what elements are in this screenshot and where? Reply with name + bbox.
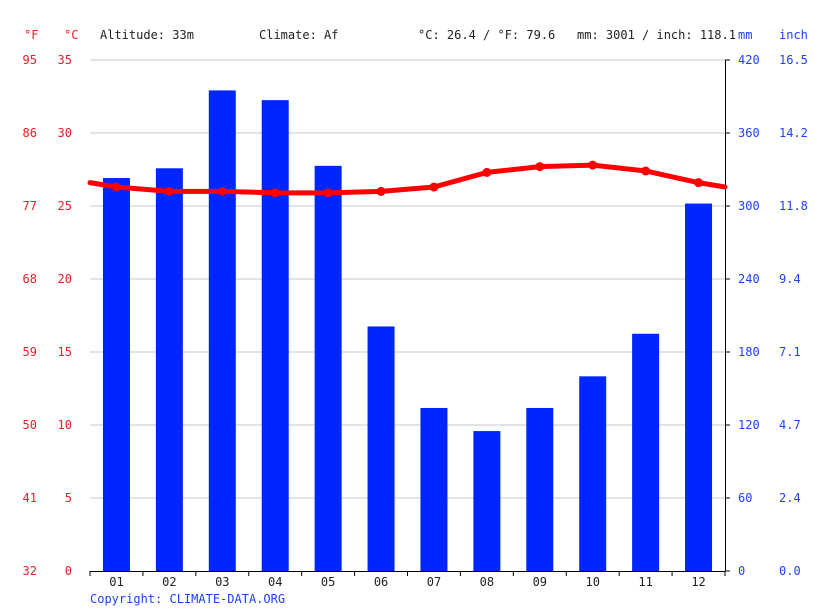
mm-tick-label: 60 bbox=[738, 491, 752, 505]
month-tick-label: 10 bbox=[585, 575, 599, 589]
fahrenheit-tick-label: 95 bbox=[23, 53, 37, 67]
inch-tick-label: 16.5 bbox=[779, 53, 808, 67]
celsius-tick-label: 20 bbox=[58, 272, 72, 286]
month-tick-label: 09 bbox=[533, 575, 547, 589]
temperature-line-path bbox=[87, 162, 728, 196]
precipitation-bar bbox=[314, 165, 342, 571]
precipitation-bar bbox=[685, 203, 713, 572]
inch-unit-label: inch bbox=[779, 28, 808, 42]
temperature-point bbox=[694, 178, 704, 188]
fahrenheit-tick-label: 41 bbox=[23, 491, 37, 505]
precipitation-bar bbox=[632, 333, 660, 571]
month-tick-label: 08 bbox=[480, 575, 494, 589]
temperature-point bbox=[217, 186, 227, 196]
month-tick-label: 05 bbox=[321, 575, 335, 589]
temperature-point bbox=[535, 162, 545, 172]
inch-tick-label: 14.2 bbox=[779, 126, 808, 140]
mm-tick-label: 180 bbox=[738, 345, 760, 359]
temperature-point bbox=[376, 186, 386, 196]
mm-tick-label: 420 bbox=[738, 53, 760, 67]
temperature-point bbox=[164, 186, 174, 196]
precipitation-bar bbox=[261, 100, 289, 572]
celsius-tick-label: 0 bbox=[65, 564, 72, 578]
temperature-point bbox=[482, 167, 492, 177]
celsius-tick-label: 5 bbox=[65, 491, 72, 505]
climate-chart: 32 0 0 0.0 41 5 60 2.4 50 10 120 4.7 59 15 180 7.1 68 20 2… bbox=[23, 53, 808, 589]
celsius-tick-label: 30 bbox=[58, 126, 72, 140]
month-tick-label: 11 bbox=[638, 575, 652, 589]
month-tick-label: 02 bbox=[162, 575, 176, 589]
average-temperature-label: °C: 26.4 / °F: 79.6 bbox=[418, 28, 556, 42]
temperature-point bbox=[270, 188, 280, 198]
precipitation-bar bbox=[208, 90, 236, 572]
celsius-tick-label: 15 bbox=[58, 345, 72, 359]
month-tick-label: 06 bbox=[374, 575, 388, 589]
inch-tick-label: 0.0 bbox=[779, 564, 801, 578]
celsius-tick-label: 25 bbox=[58, 199, 72, 213]
fahrenheit-tick-label: 59 bbox=[23, 345, 37, 359]
inch-tick-label: 7.1 bbox=[779, 345, 801, 359]
month-tick-label: 07 bbox=[427, 575, 441, 589]
celsius-unit-label: °C bbox=[64, 28, 79, 42]
fahrenheit-tick-label: 77 bbox=[23, 199, 37, 213]
mm-unit-label: mm bbox=[738, 28, 753, 42]
month-tick-label: 03 bbox=[215, 575, 229, 589]
precipitation-bar bbox=[155, 168, 183, 572]
climate-label: Climate: Af bbox=[259, 28, 339, 42]
precipitation-bar bbox=[473, 431, 501, 571]
celsius-tick-label: 35 bbox=[58, 53, 72, 67]
precipitation-bars bbox=[102, 90, 713, 572]
mm-tick-label: 0 bbox=[738, 564, 745, 578]
mm-tick-label: 300 bbox=[738, 199, 760, 213]
month-tick-label: 12 bbox=[691, 575, 705, 589]
temperature-point bbox=[429, 182, 439, 192]
temperature-point bbox=[111, 182, 121, 192]
precipitation-bar bbox=[420, 407, 448, 571]
month-tick-label: 04 bbox=[268, 575, 282, 589]
grid bbox=[90, 59, 725, 499]
altitude-label: Altitude: 33m bbox=[100, 28, 194, 42]
mm-tick-label: 240 bbox=[738, 272, 760, 286]
precipitation-bar bbox=[367, 326, 395, 571]
temperature-line bbox=[87, 160, 728, 198]
precipitation-bar bbox=[102, 178, 130, 571]
fahrenheit-tick-label: 50 bbox=[23, 418, 37, 432]
mm-tick-label: 120 bbox=[738, 418, 760, 432]
temperature-point bbox=[323, 188, 333, 198]
inch-tick-label: 11.8 bbox=[779, 199, 808, 213]
annual-precipitation-label: mm: 3001 / inch: 118.1 bbox=[577, 28, 736, 42]
month-tick-label: 01 bbox=[109, 575, 123, 589]
mm-tick-label: 360 bbox=[738, 126, 760, 140]
temperature-point bbox=[641, 166, 651, 176]
fahrenheit-tick-label: 86 bbox=[23, 126, 37, 140]
axes bbox=[89, 59, 730, 576]
inch-tick-label: 9.4 bbox=[779, 272, 801, 286]
temperature-point bbox=[588, 160, 598, 170]
celsius-tick-label: 10 bbox=[58, 418, 72, 432]
precipitation-bar bbox=[579, 376, 607, 571]
fahrenheit-tick-label: 32 bbox=[23, 564, 37, 578]
fahrenheit-unit-label: °F bbox=[24, 28, 39, 42]
fahrenheit-tick-label: 68 bbox=[23, 272, 37, 286]
precipitation-bar bbox=[526, 407, 554, 571]
inch-tick-label: 2.4 bbox=[779, 491, 801, 505]
inch-tick-label: 4.7 bbox=[779, 418, 801, 432]
tick-labels: 32 0 0 0.0 41 5 60 2.4 50 10 120 4.7 59 15 180 7.1 68 20 2… bbox=[23, 53, 808, 589]
copyright-text: Copyright: CLIMATE-DATA.ORG bbox=[90, 592, 286, 606]
